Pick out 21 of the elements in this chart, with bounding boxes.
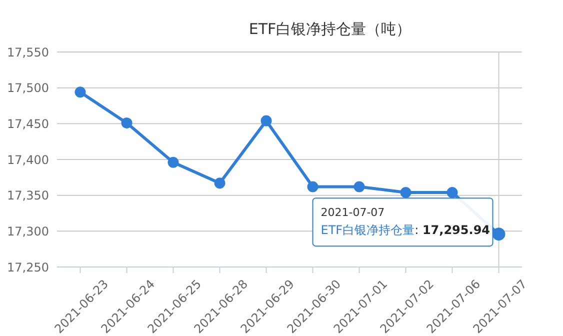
point bbox=[354, 181, 365, 192]
y-tick-label: 17,350 bbox=[7, 188, 49, 203]
y-tick-label: 17,250 bbox=[7, 260, 49, 274]
y-tick-label: 17,400 bbox=[7, 152, 49, 167]
point bbox=[74, 86, 86, 98]
point bbox=[168, 156, 179, 168]
point bbox=[446, 186, 458, 198]
y-tick-label: 17,300 bbox=[7, 224, 49, 238]
category-label: 2021-07-07 bbox=[320, 206, 385, 220]
y-tick-label: 17,450 bbox=[7, 116, 49, 131]
data-label: 17,295.94 bbox=[422, 223, 490, 238]
point bbox=[260, 115, 272, 126]
y-tick-label: 17,500 bbox=[7, 81, 49, 96]
point bbox=[400, 186, 412, 198]
point bbox=[307, 181, 318, 192]
point bbox=[214, 178, 226, 189]
text: ETF白银净持仓量 bbox=[320, 223, 415, 238]
annotation: : bbox=[414, 223, 422, 238]
y-tick-label: 17,550 bbox=[7, 45, 49, 60]
point bbox=[121, 117, 132, 128]
chart-title: ETF白银净持仓量（吨） bbox=[248, 20, 412, 39]
